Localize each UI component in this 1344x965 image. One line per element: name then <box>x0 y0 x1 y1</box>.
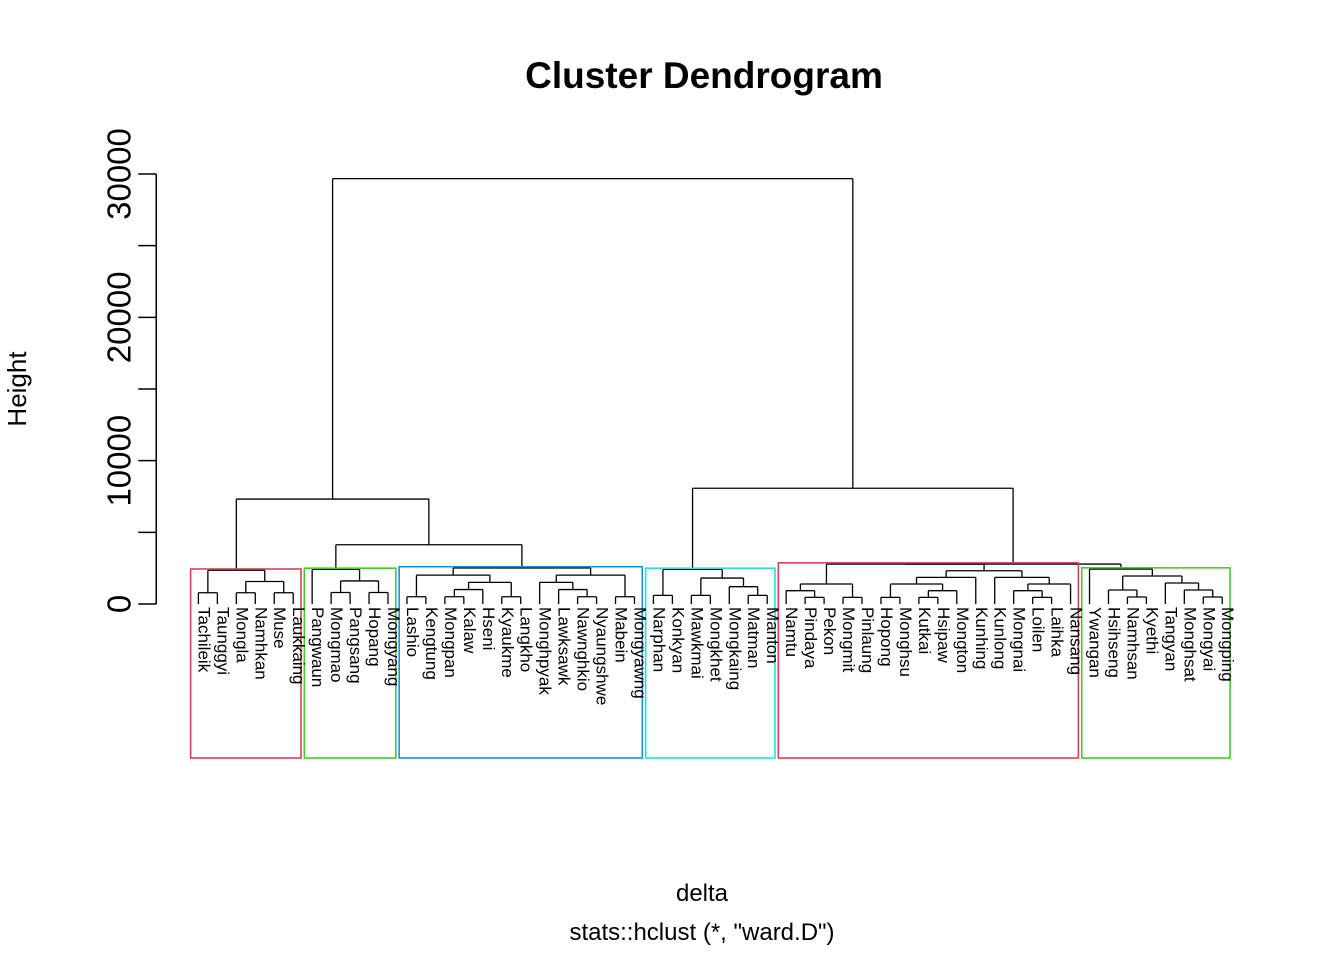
svg-text:stats::hclust (*, "ward.D"): stats::hclust (*, "ward.D") <box>569 919 834 946</box>
svg-text:Mongping: Mongping <box>1218 607 1237 682</box>
svg-text:30000: 30000 <box>100 128 137 220</box>
svg-text:Lashio: Lashio <box>403 607 422 657</box>
svg-text:Mongton: Mongton <box>953 607 972 673</box>
svg-text:Nawnghkio: Nawnghkio <box>574 607 593 691</box>
svg-text:Tachileik: Tachileik <box>194 607 213 673</box>
svg-text:Narphan: Narphan <box>649 607 668 672</box>
svg-text:Pinlaung: Pinlaung <box>858 607 877 673</box>
svg-text:Namhsan: Namhsan <box>1123 607 1142 680</box>
svg-text:Konkyan: Konkyan <box>668 607 687 673</box>
svg-text:10000: 10000 <box>100 415 137 507</box>
svg-text:Kalaw: Kalaw <box>460 607 479 654</box>
svg-text:Mongyang: Mongyang <box>384 607 403 686</box>
svg-text:Hseni: Hseni <box>479 607 498 650</box>
svg-text:20000: 20000 <box>100 271 137 363</box>
svg-text:Mabein: Mabein <box>612 607 631 663</box>
svg-text:Kunhing: Kunhing <box>972 607 991 669</box>
svg-text:Mongnai: Mongnai <box>1010 607 1029 672</box>
svg-text:Loilen: Loilen <box>1029 607 1048 652</box>
svg-text:Kyethi: Kyethi <box>1142 607 1161 654</box>
svg-text:Pangsang: Pangsang <box>346 607 365 684</box>
svg-text:Mongyawng: Mongyawng <box>630 607 649 699</box>
svg-text:Nyaungshwe: Nyaungshwe <box>593 607 612 705</box>
svg-text:Namtu: Namtu <box>782 607 801 657</box>
svg-text:delta: delta <box>676 880 729 907</box>
svg-text:Taunggyi: Taunggyi <box>213 607 232 675</box>
svg-text:Mongmao: Mongmao <box>327 607 346 683</box>
svg-text:Kengtung: Kengtung <box>422 607 441 680</box>
svg-text:Monghpyak: Monghpyak <box>536 607 555 695</box>
svg-text:Mongkhet: Mongkhet <box>706 607 725 682</box>
svg-text:Manton: Manton <box>763 607 782 664</box>
svg-text:Height: Height <box>2 351 32 427</box>
svg-text:Monghsat: Monghsat <box>1180 607 1199 682</box>
svg-text:Pindaya: Pindaya <box>801 607 820 669</box>
svg-text:Hopang: Hopang <box>365 607 384 667</box>
svg-text:Kutkai: Kutkai <box>915 607 934 654</box>
svg-text:Namhkan: Namhkan <box>251 607 270 680</box>
svg-text:Lawksawk: Lawksawk <box>555 607 574 686</box>
svg-text:Ywangan: Ywangan <box>1086 607 1105 678</box>
svg-text:Mongkaing: Mongkaing <box>725 607 744 690</box>
svg-text:Cluster Dendrogram: Cluster Dendrogram <box>525 55 883 96</box>
svg-text:Pangwaun: Pangwaun <box>308 607 327 687</box>
svg-text:Hopong: Hopong <box>877 607 896 667</box>
svg-text:Mongla: Mongla <box>232 607 251 663</box>
svg-text:Mawkmai: Mawkmai <box>687 607 706 679</box>
svg-text:Hsipaw: Hsipaw <box>934 607 953 663</box>
svg-text:Kyaukme: Kyaukme <box>498 607 517 678</box>
svg-text:Laukkaing: Laukkaing <box>289 607 308 685</box>
svg-text:Laihka: Laihka <box>1048 607 1067 658</box>
svg-text:Kunlong: Kunlong <box>991 607 1010 669</box>
svg-text:Matman: Matman <box>744 607 763 668</box>
svg-text:Hsihseng: Hsihseng <box>1104 607 1123 678</box>
svg-text:Tangyan: Tangyan <box>1161 607 1180 671</box>
svg-text:Nansang: Nansang <box>1067 607 1086 675</box>
svg-text:Mongyai: Mongyai <box>1199 607 1218 671</box>
svg-text:Langkho: Langkho <box>517 607 536 672</box>
svg-text:Mongmit: Mongmit <box>839 607 858 672</box>
svg-text:0: 0 <box>100 595 137 613</box>
svg-text:Mongpan: Mongpan <box>441 607 460 678</box>
svg-text:Muse: Muse <box>270 607 289 649</box>
svg-text:Pekon: Pekon <box>820 607 839 655</box>
svg-text:Monghsu: Monghsu <box>896 607 915 677</box>
